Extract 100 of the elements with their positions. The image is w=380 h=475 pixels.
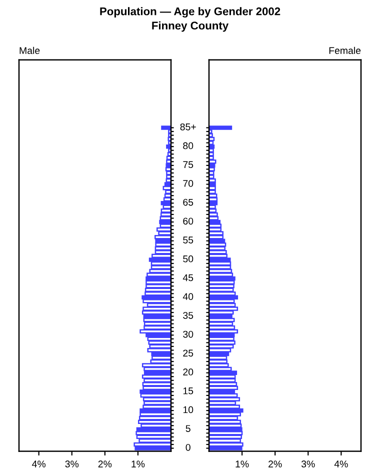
bar [158,231,171,236]
y-tick-label: 10 [183,406,194,414]
bar [155,238,171,243]
bar [209,427,242,432]
chart-subtitle: Finney County [152,21,229,32]
bar [140,412,171,416]
y-tick-label: 20 [183,368,194,376]
bar [144,370,171,375]
x-tick-label: 3% [65,460,79,468]
bar [209,431,243,436]
bar [209,356,228,360]
bar [138,420,171,424]
bar [160,208,171,213]
bar [143,314,171,318]
bar [209,224,222,228]
bar [209,231,224,236]
y-tick-label: 75 [183,161,194,168]
y-tick-label: 5 [186,425,190,432]
bar [142,404,171,409]
bar [209,242,226,247]
y-tick-label: 65 [183,198,194,206]
bar [209,288,234,292]
x-tick-label: 4% [32,460,46,468]
bar [209,201,218,206]
bar [209,190,216,194]
y-tick-label: 40 [182,293,194,300]
bar [209,340,236,345]
bar [209,197,218,202]
x-tick-label: 1% [236,460,249,468]
bar [209,329,238,334]
bar [161,126,171,130]
y-tick-label: 25 [183,350,194,357]
bar [142,397,171,402]
bar [209,382,238,386]
bar [209,265,232,270]
bar [209,336,234,342]
bar [209,258,231,262]
y-tick-label: 35 [183,312,194,319]
bar [148,258,171,262]
bar [165,190,171,194]
bar [142,363,171,368]
bar [209,397,240,402]
bar [155,242,171,247]
bar [209,390,236,394]
bar [209,378,236,382]
bar [146,280,171,284]
bar [140,329,171,334]
y-tick-label: 85+ [180,123,196,130]
bar [150,265,171,270]
bar [209,182,216,186]
bar [160,224,171,228]
bar [166,160,171,164]
bar [147,336,171,342]
bar [147,348,171,352]
bar [152,356,171,360]
bar [144,292,171,296]
bar [209,438,242,443]
y-tick-label: 55 [183,236,194,244]
bar [144,378,171,382]
y-tick-label: 70 [183,180,194,187]
bar [136,427,171,432]
bar [209,292,236,296]
bar [209,216,219,220]
text: Female [329,46,361,54]
bar [140,390,171,394]
bar [209,404,240,409]
bar [209,167,215,172]
bar [144,322,171,326]
bar [209,348,232,352]
bar [163,197,171,202]
x-tick-label: 2% [268,460,282,468]
bar [209,126,232,130]
bar [209,446,242,450]
text: Male [20,46,40,54]
y-tick-label: 30 [183,330,194,338]
bar [209,174,214,179]
y-tick-label: 60 [183,218,194,225]
bar [209,322,234,326]
y-tick-label: 80 [183,142,194,150]
bar [209,272,234,277]
y-tick-label: 50 [183,255,194,262]
bar [209,363,229,368]
x-tick-label: 3% [301,460,315,468]
bar [160,201,171,206]
bar [146,272,171,277]
y-tick-label: 0 [186,444,190,451]
bar [166,174,171,179]
bar [160,216,171,220]
bar [209,133,213,138]
bar [209,238,226,243]
bar [209,148,214,152]
x-tick-label: 4% [334,460,348,468]
bar [142,299,171,304]
bar [209,420,242,424]
bar [209,370,238,375]
x-tick-label: 2% [98,460,112,468]
y-tick-label: 45 [182,274,194,282]
bar [209,160,216,164]
bar [164,182,171,186]
bar [142,306,171,311]
